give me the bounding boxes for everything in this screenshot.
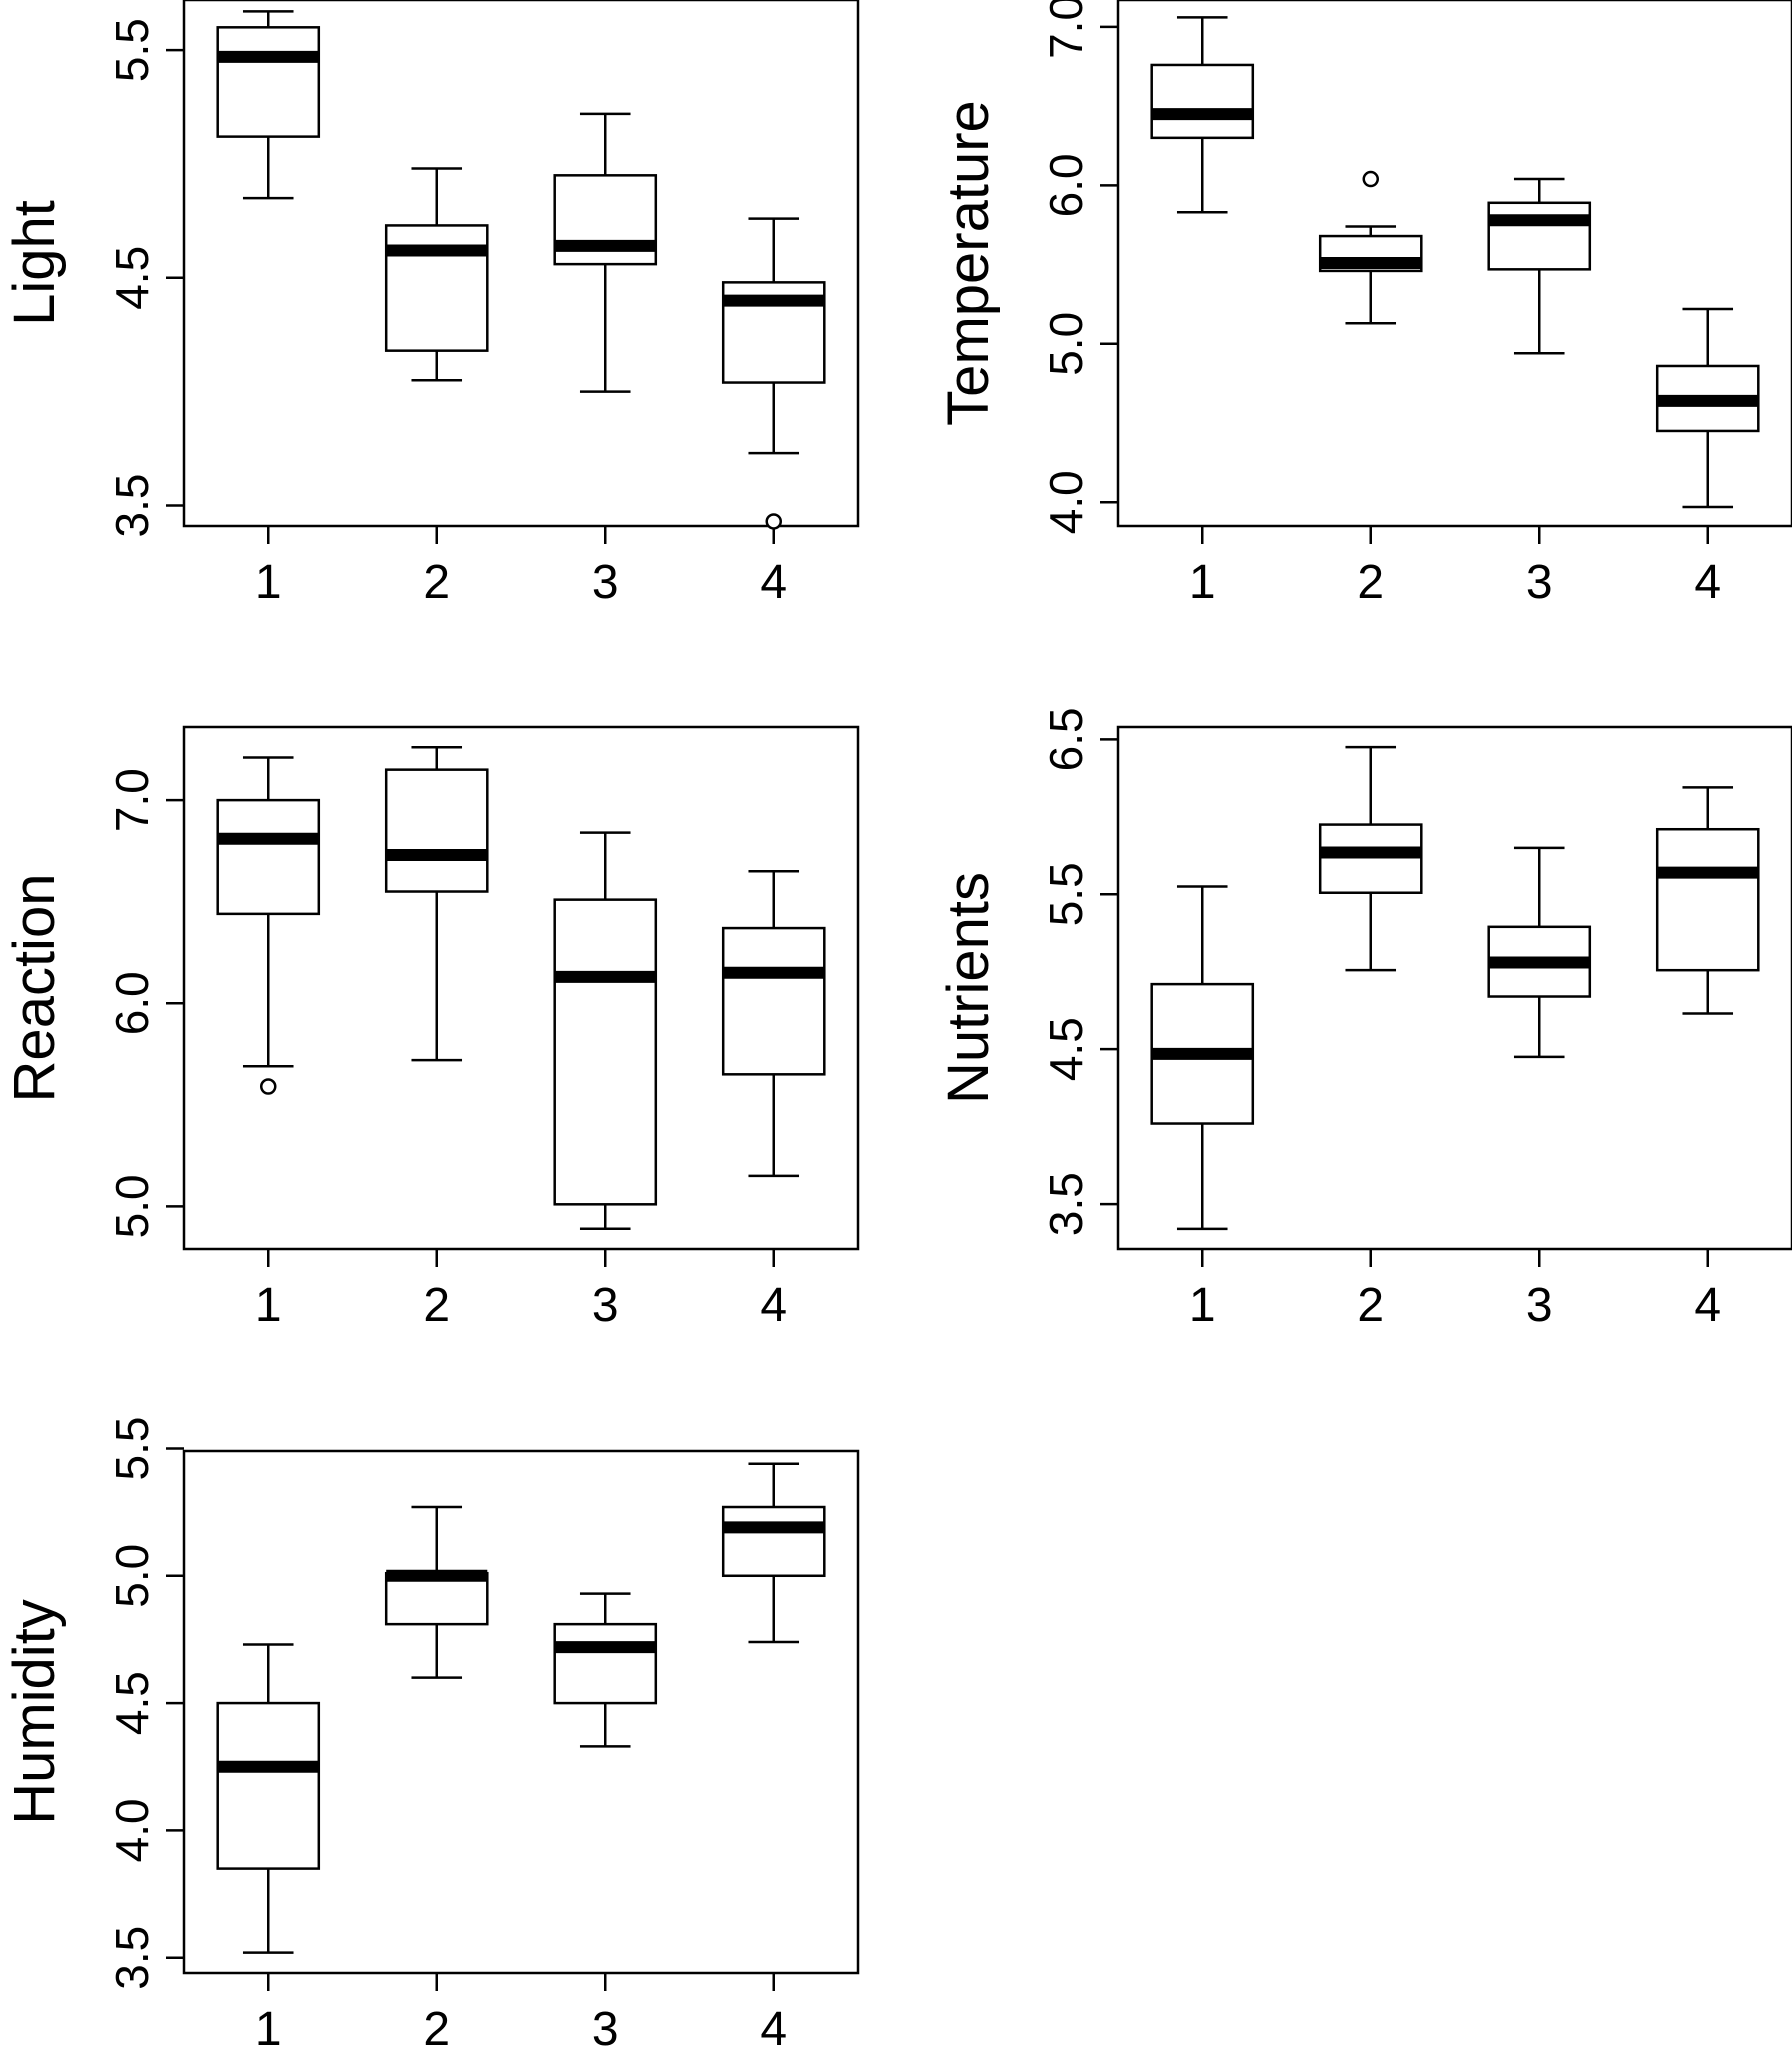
x-tick-label: 4 (760, 2003, 787, 2056)
iqr-box (553, 898, 658, 1206)
x-tick-label: 4 (760, 556, 787, 609)
x-tick-label: 3 (1526, 556, 1553, 609)
plot-frame (1116, 0, 1792, 528)
plot-frame (182, 0, 860, 528)
iqr-box (721, 1505, 826, 1578)
y-tick-label: 6.0 (106, 971, 158, 1035)
box-2 (1318, 170, 1423, 325)
y-tick-label: 5.0 (106, 1544, 158, 1608)
box-3 (1487, 846, 1592, 1059)
y-tick-label: 7.0 (106, 768, 158, 832)
x-tick-label: 1 (255, 556, 282, 609)
y-tick-label: 4.5 (106, 1671, 158, 1735)
x-tick-label: 3 (592, 556, 619, 609)
iqr-box (384, 768, 489, 893)
y-axis-label: Reaction (2, 874, 67, 1103)
panel-nutrients: 3.5 4.5 5.5 6.5 Nutrients 1 2 3 4 (936, 707, 1792, 1332)
box-4 (721, 217, 826, 530)
x-tick-label: 3 (592, 2003, 619, 2056)
plot-frame (182, 1449, 860, 1975)
y-tick-label: 7.0 (1040, 0, 1092, 59)
box-3 (553, 1592, 658, 1748)
y-tick-label: 5.0 (106, 1174, 158, 1238)
x-tick-label: 1 (1189, 1279, 1216, 1332)
y-tick-label: 3.5 (1040, 1172, 1092, 1236)
box-4 (1655, 786, 1760, 1015)
panel-humidity: 3.5 4.0 4.5 5.0 5.5 Humidity 1 2 3 4 (2, 1416, 860, 2056)
x-tick-label: 4 (760, 1279, 787, 1332)
y-tick-label: 4.0 (106, 1798, 158, 1862)
x-tick-label: 1 (255, 1279, 282, 1332)
y-tick-label: 4.0 (1040, 470, 1092, 534)
outlier-point (1362, 170, 1379, 188)
y-tick-label: 6.5 (1040, 707, 1092, 771)
box-3 (553, 112, 658, 393)
plot-frame (182, 725, 860, 1251)
iqr-box (1318, 823, 1423, 894)
box-1 (216, 1643, 321, 1954)
x-tick-label: 2 (423, 2003, 450, 2056)
y-axis-label: Light (2, 200, 67, 326)
outlier-point (260, 1078, 277, 1095)
box-1 (216, 10, 321, 200)
panel-reaction: 5.0 6.0 7.0 Reaction 1 2 3 4 (2, 725, 860, 1332)
box-1 (1150, 885, 1255, 1231)
y-tick-label: 3.5 (106, 474, 158, 538)
x-tick-label: 4 (1694, 1279, 1721, 1332)
y-tick-label: 3.5 (106, 1926, 158, 1990)
x-tick-label: 2 (1357, 556, 1384, 609)
iqr-box (1150, 63, 1255, 140)
y-axis-label: Temperature (936, 100, 1001, 426)
panel-temperature: 4.0 5.0 6.0 7.0 Temperature 1 2 3 4 (936, 0, 1792, 609)
panel-light: 3.5 4.5 5.5 Light 1 2 3 4 (2, 0, 860, 609)
x-tick-label: 3 (1526, 1279, 1553, 1332)
y-axis-label: Humidity (2, 1599, 67, 1825)
box-4 (721, 1462, 826, 1644)
outlier-point (765, 513, 782, 530)
box-1 (216, 756, 321, 1095)
y-tick-label: 4.5 (106, 246, 158, 310)
x-tick-label: 4 (1694, 556, 1721, 609)
box-2 (384, 167, 489, 382)
y-tick-label: 5.0 (1040, 312, 1092, 376)
box-3 (553, 831, 658, 1230)
iqr-box (721, 926, 826, 1076)
iqr-box (1487, 201, 1592, 271)
iqr-box (1655, 827, 1760, 972)
box-3 (1487, 177, 1592, 355)
x-tick-label: 2 (423, 1279, 450, 1332)
box-2 (384, 1505, 489, 1679)
box-2 (1318, 745, 1423, 972)
y-tick-label: 5.5 (106, 18, 158, 82)
x-tick-label: 2 (1357, 1279, 1384, 1332)
box-4 (1655, 307, 1760, 509)
y-tick-label: 4.5 (1040, 1017, 1092, 1081)
box-2 (384, 746, 489, 1062)
y-tick-label: 5.5 (106, 1416, 158, 1480)
iqr-box (216, 1701, 321, 1870)
y-tick-label: 6.0 (1040, 153, 1092, 217)
iqr-box (216, 26, 321, 138)
x-tick-label: 1 (255, 2003, 282, 2056)
box-1 (1150, 16, 1255, 214)
x-tick-label: 3 (592, 1279, 619, 1332)
iqr-box (216, 798, 321, 916)
y-axis-label: Nutrients (936, 872, 1001, 1104)
iqr-box (384, 224, 489, 352)
plot-frame (1116, 725, 1792, 1251)
y-tick-label: 5.5 (1040, 862, 1092, 926)
box-4 (721, 869, 826, 1178)
iqr-box (553, 1622, 658, 1705)
x-tick-label: 2 (423, 556, 450, 609)
x-tick-label: 1 (1189, 556, 1216, 609)
